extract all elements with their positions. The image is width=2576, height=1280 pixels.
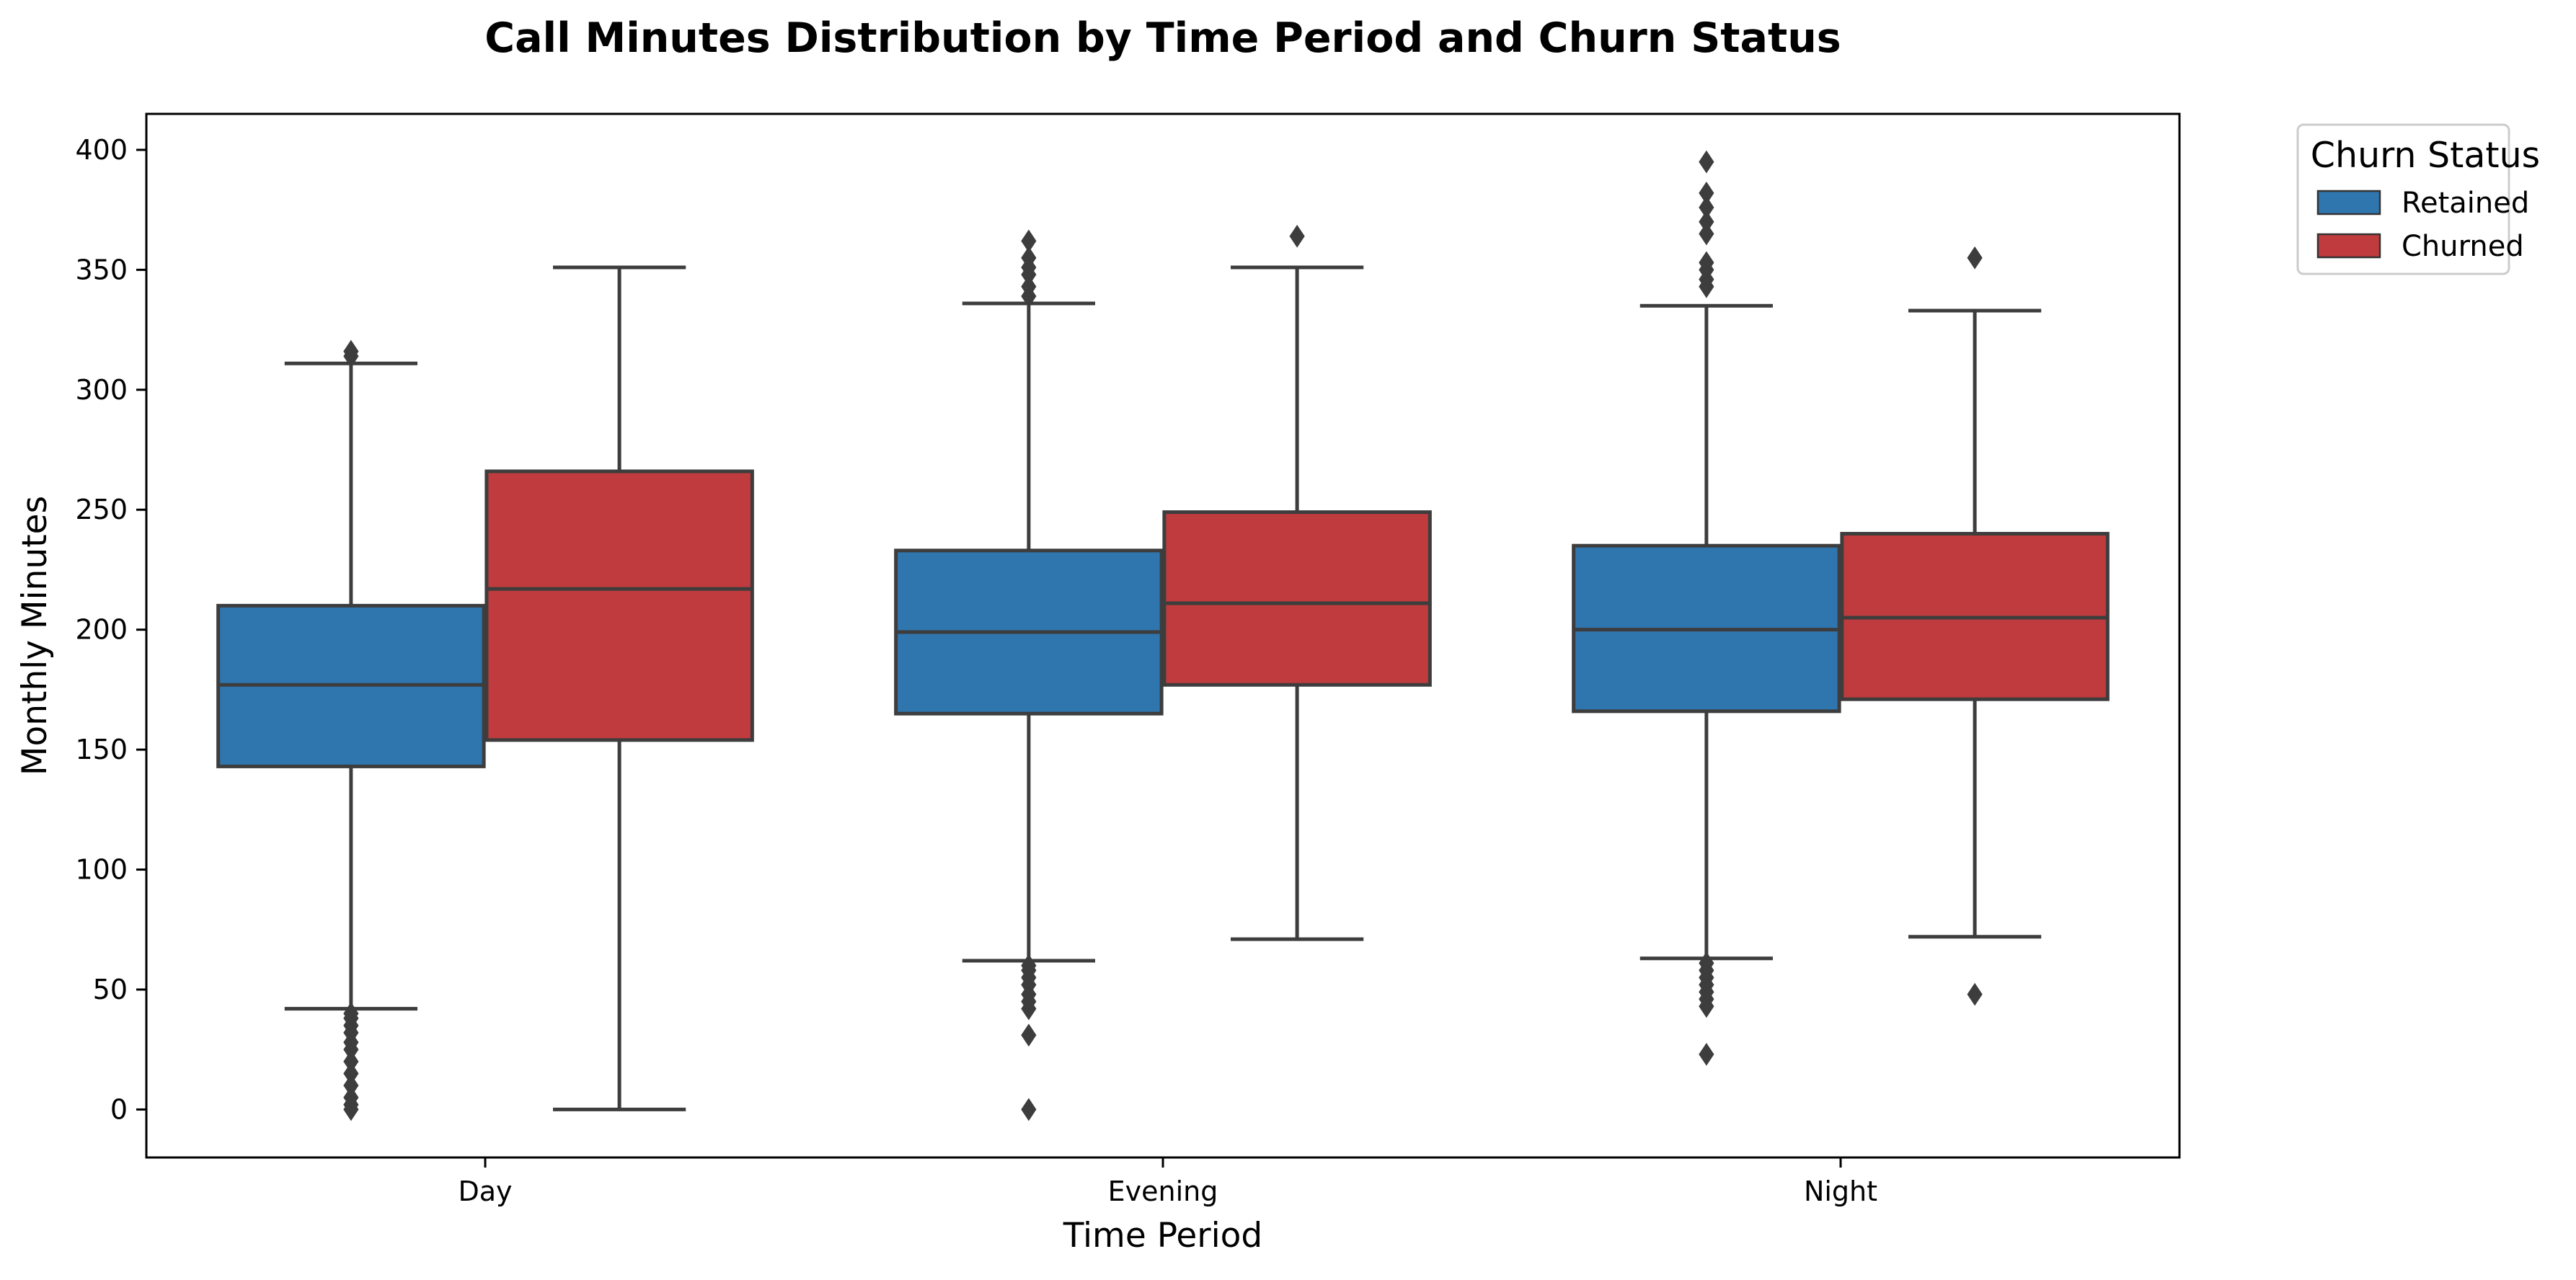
y-tick-label-100: 100 — [75, 854, 128, 886]
y-tick-label-250: 250 — [75, 494, 128, 525]
outlier-point-retained-evening-10 — [1021, 275, 1037, 298]
outlier-point-retained-evening-1 — [1021, 1023, 1037, 1047]
outlier-point-retained-night-15 — [1699, 181, 1714, 205]
y-tick-label-400: 400 — [75, 134, 128, 166]
y-tick-label-300: 300 — [75, 374, 128, 406]
y-tick-label-150: 150 — [75, 734, 128, 765]
outlier-point-retained-day-4 — [343, 1062, 359, 1085]
outlier-point-churned-night-1 — [1967, 246, 1983, 270]
outlier-point-retained-night-13 — [1699, 210, 1714, 234]
y-tick-label-0: 0 — [110, 1093, 128, 1125]
outlier-point-retained-evening-8 — [1021, 954, 1037, 977]
legend-swatch-churned — [2316, 233, 2381, 259]
legend-label-churned: Churned — [2402, 230, 2524, 263]
outlier-point-retained-evening-14 — [1021, 229, 1037, 253]
box-group-churned-day — [484, 265, 754, 1111]
chart-title: Call Minutes Distribution by Time Period… — [484, 14, 1841, 62]
box-churned-evening — [1162, 510, 1432, 687]
x-axis-label: Time Period — [1063, 1216, 1263, 1255]
legend-swatch-retained — [2316, 190, 2381, 215]
legend-title: Churn Status — [2311, 135, 2540, 176]
outlier-point-retained-evening-0 — [1021, 1098, 1037, 1121]
box-churned-day — [484, 469, 754, 742]
outlier-point-churned-night-0 — [1967, 982, 1983, 1006]
box-group-retained-day — [216, 339, 486, 1121]
outlier-point-retained-night-16 — [1699, 150, 1714, 174]
y-tick-label-350: 350 — [75, 254, 128, 285]
legend: Churn Status Retained Churned — [2296, 123, 2540, 275]
outlier-point-retained-evening-13 — [1021, 246, 1037, 270]
x-tick-label-evening: Evening — [1108, 1175, 1218, 1207]
outlier-point-retained-night-0 — [1699, 1042, 1714, 1066]
x-tick-label-day: Day — [458, 1175, 512, 1207]
outlier-point-churned-evening-0 — [1289, 224, 1305, 248]
box-group-churned-night — [1840, 246, 2110, 1006]
plot-frame — [145, 112, 2181, 1159]
outlier-point-retained-day-2 — [343, 1085, 359, 1109]
outlier-point-retained-day-13 — [343, 339, 359, 363]
y-tick-label-50: 50 — [93, 974, 128, 1005]
y-axis-label: Monthly Minutes — [15, 496, 55, 775]
outlier-point-retained-night-7 — [1699, 951, 1714, 975]
x-tick-label-night: Night — [1804, 1175, 1877, 1207]
plot-area: 0 50 100 150 200 250 300 350 400 Day Evening Night — [75, 112, 2181, 1207]
legend-label-retained: Retained — [2402, 187, 2529, 220]
outlier-point-retained-night-11 — [1699, 251, 1714, 275]
outlier-point-retained-night-12 — [1699, 222, 1714, 246]
box-group-retained-night — [1572, 150, 1841, 1066]
y-tick-label-200: 200 — [75, 614, 128, 646]
box-group-retained-evening — [894, 229, 1164, 1121]
outlier-point-retained-night-14 — [1699, 195, 1714, 219]
outlier-point-retained-day-11 — [343, 1002, 359, 1026]
box-group-churned-evening — [1162, 224, 1432, 941]
outlier-point-retained-day-3 — [343, 1074, 359, 1098]
outlier-point-retained-day-5 — [343, 1049, 359, 1073]
